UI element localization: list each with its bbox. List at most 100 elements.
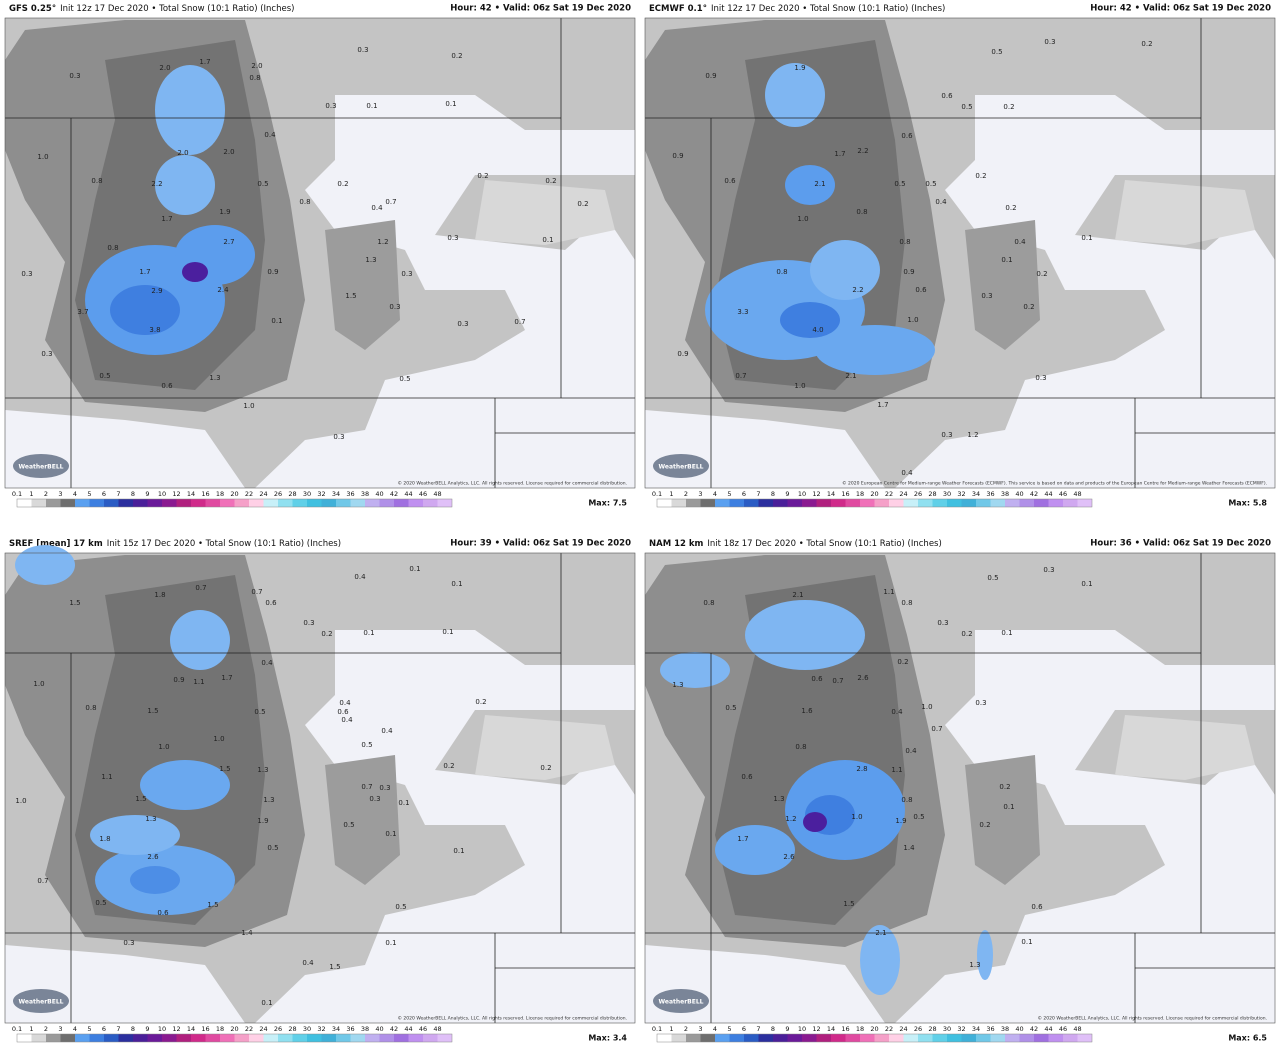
contour-label: 0.3 xyxy=(333,433,344,441)
contour-label: 1.4 xyxy=(241,929,253,937)
colorbar-tick: 0.1 xyxy=(12,1025,22,1033)
contour-label: 3.3 xyxy=(737,308,748,316)
colorbar-tick: 46 xyxy=(1059,490,1067,498)
contour-label: 1.5 xyxy=(329,963,340,971)
colorbar-swatch xyxy=(860,499,875,507)
map-frame xyxy=(4,552,636,1024)
colorbar-swatch xyxy=(976,499,991,507)
colorbar-swatch xyxy=(686,499,701,507)
model-name: GFS 0.25° xyxy=(9,4,56,14)
contour-label: 1.3 xyxy=(773,795,784,803)
contour-label: 0.5 xyxy=(257,180,268,188)
colorbar-swatch xyxy=(990,1034,1005,1042)
contour-label: 0.8 xyxy=(856,208,867,216)
colorbar-tick: 7 xyxy=(116,1025,120,1033)
contour-label: 1.0 xyxy=(907,316,918,324)
contour-label: 0.9 xyxy=(677,350,688,358)
colorbar-swatch xyxy=(350,499,365,507)
colorbar-tick: 8 xyxy=(771,1025,775,1033)
snow-max xyxy=(155,65,225,155)
colorbar-tick: 36 xyxy=(986,490,994,498)
contour-label: 0.2 xyxy=(1141,40,1152,48)
colorbar-swatch xyxy=(1034,1034,1049,1042)
snow-max xyxy=(860,925,900,995)
contour-label: 2.8 xyxy=(856,765,867,773)
contour-label: 1.2 xyxy=(377,238,388,246)
max-value: Max: 3.4 xyxy=(588,1034,627,1043)
colorbar-tick: 22 xyxy=(885,490,893,498)
copyright: © 2020 WeatherBELL Analytics, LLC. All r… xyxy=(398,480,628,487)
contour-label: 1.0 xyxy=(794,382,805,390)
contour-label: 0.8 xyxy=(299,198,310,206)
colorbar-tick: 24 xyxy=(899,1025,907,1033)
colorbar-tick: 22 xyxy=(885,1025,893,1033)
snow-max xyxy=(785,165,835,205)
colorbar-tick: 7 xyxy=(756,1025,760,1033)
contour-label: 0.4 xyxy=(901,469,913,477)
contour-label: 3.8 xyxy=(149,326,160,334)
colorbar-swatch xyxy=(147,1034,162,1042)
colorbar-swatch xyxy=(278,1034,293,1042)
colorbar-tick: 28 xyxy=(288,490,296,498)
logo-badge xyxy=(13,989,69,1013)
colorbar-tick: 38 xyxy=(1001,1025,1009,1033)
colorbar-tick: 30 xyxy=(303,1025,311,1033)
colorbar-swatch xyxy=(423,1034,438,1042)
colorbar-swatch xyxy=(147,499,162,507)
contour-label: 0.5 xyxy=(961,103,972,111)
colorbar-swatch xyxy=(1063,1034,1078,1042)
model-name: ECMWF 0.1° xyxy=(649,4,707,14)
light-snow-area xyxy=(1115,715,1255,780)
contour-label: 1.1 xyxy=(891,766,902,774)
colorbar-swatch xyxy=(234,499,249,507)
colorbar-tick: 26 xyxy=(274,1025,282,1033)
run-info: Init 12z 17 Dec 2020 • Total Snow (10:1 … xyxy=(711,4,945,14)
valid-time: Hour: 42 • Valid: 06z Sat 19 Dec 2020 xyxy=(450,4,631,14)
contour-label: 0.2 xyxy=(337,180,348,188)
colorbar-swatch xyxy=(118,499,133,507)
colorbar-tick: 9 xyxy=(785,490,789,498)
contour-label: 0.3 xyxy=(41,350,52,358)
colorbar-swatch xyxy=(1063,499,1078,507)
contour-label: 0.8 xyxy=(249,74,260,82)
colorbar-swatch xyxy=(773,499,788,507)
contour-label: 1.7 xyxy=(139,268,150,276)
no-snow-area xyxy=(255,95,635,488)
run-info: Init 12z 17 Dec 2020 • Total Snow (10:1 … xyxy=(60,4,294,14)
colorbar-tick: 36 xyxy=(986,1025,994,1033)
contour-label: 1.0 xyxy=(33,680,44,688)
snow-max xyxy=(90,815,180,855)
contour-label: 0.6 xyxy=(724,177,736,185)
contour-label: 0.3 xyxy=(1035,374,1046,382)
snow-max xyxy=(140,760,230,810)
colorbar-tick: 16 xyxy=(841,490,849,498)
colorbar-swatch xyxy=(657,1034,672,1042)
contour-label: 1.3 xyxy=(672,681,683,689)
contour-label: 1.5 xyxy=(69,599,80,607)
panel-header: GFS 0.25° Init 12z 17 Dec 2020 • Total Sn… xyxy=(9,4,294,14)
light-snow-area xyxy=(475,180,615,245)
contour-label: 0.6 xyxy=(901,132,913,140)
contour-label: 0.1 xyxy=(409,565,420,573)
contour-label: 0.6 xyxy=(1031,903,1043,911)
contour-label: 0.1 xyxy=(1081,580,1092,588)
contour-label: 1.3 xyxy=(969,961,980,969)
colorbar-tick: 1 xyxy=(669,490,673,498)
contour-label: 0.9 xyxy=(672,152,683,160)
snow-max xyxy=(977,930,993,980)
valid-time: Hour: 42 • Valid: 06z Sat 19 Dec 2020 xyxy=(1090,4,1271,14)
colorbar-tick: 5 xyxy=(727,1025,731,1033)
contour-label: 0.6 xyxy=(915,286,927,294)
colorbar-tick: 14 xyxy=(187,490,195,498)
contour-label: 0.5 xyxy=(99,372,110,380)
colorbar-swatch xyxy=(60,1034,75,1042)
contour-label: 4.0 xyxy=(812,326,823,334)
snow-max xyxy=(715,825,795,875)
snow-max xyxy=(803,812,827,832)
colorbar-swatch xyxy=(1048,1034,1063,1042)
colorbar-tick: 5 xyxy=(727,490,731,498)
contour-label: 0.5 xyxy=(343,821,354,829)
snow-max xyxy=(15,545,75,585)
contour-label: 0.2 xyxy=(540,764,551,772)
contour-label: 2.6 xyxy=(857,674,869,682)
